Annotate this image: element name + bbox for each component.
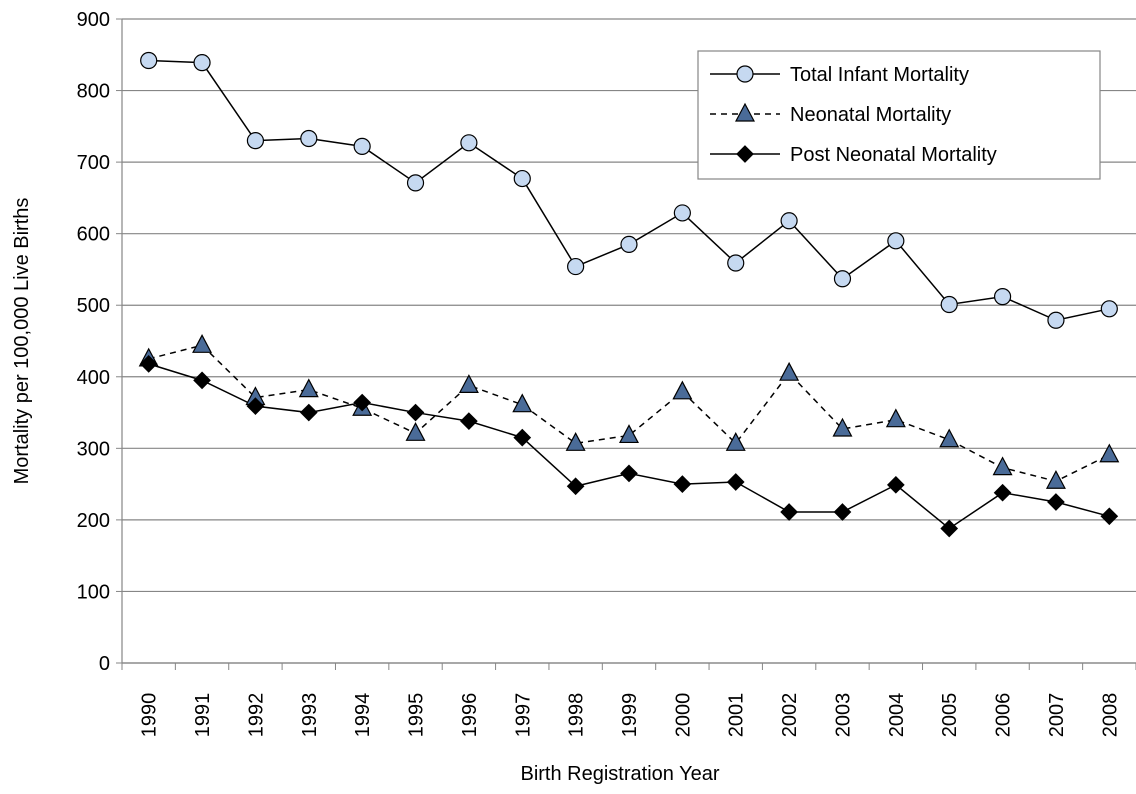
marker: [939, 428, 960, 448]
y-tick-label: 500: [77, 295, 110, 317]
marker: [1047, 493, 1065, 511]
marker: [673, 475, 692, 493]
marker: [406, 174, 425, 192]
y-tick-label: 400: [77, 367, 110, 389]
marker: [727, 254, 745, 272]
x-axis-title: Birth Registration Year: [520, 763, 719, 785]
x-tick-label: 2002: [779, 693, 801, 738]
marker: [405, 422, 426, 441]
legend-label: Total Infant Mortality: [790, 64, 969, 86]
marker: [406, 403, 425, 422]
marker: [940, 295, 958, 314]
y-tick-label: 800: [77, 81, 110, 103]
marker: [780, 503, 798, 521]
marker: [193, 371, 211, 390]
marker: [1047, 311, 1065, 329]
marker: [885, 408, 906, 428]
marker: [780, 212, 798, 230]
marker: [619, 424, 639, 444]
marker: [726, 473, 745, 491]
x-tick-label: 2004: [886, 693, 908, 738]
marker: [992, 456, 1013, 476]
marker: [736, 65, 754, 83]
x-tick-label: 2005: [939, 693, 961, 738]
legend-label: Post Neonatal Mortality: [790, 144, 997, 166]
marker: [140, 51, 158, 70]
x-tick-label: 1994: [352, 693, 374, 738]
marker: [725, 432, 746, 451]
x-tick-label: 1993: [299, 693, 321, 738]
y-tick-label: 200: [77, 510, 110, 532]
marker: [513, 169, 531, 188]
marker: [513, 428, 532, 447]
marker: [246, 132, 265, 150]
marker: [512, 393, 533, 413]
marker: [193, 54, 211, 72]
marker: [1100, 507, 1119, 526]
marker: [139, 355, 158, 373]
marker: [833, 503, 852, 521]
y-tick-label: 300: [77, 438, 110, 460]
marker: [779, 361, 800, 381]
x-tick-label: 1990: [139, 693, 161, 738]
marker: [1045, 469, 1066, 489]
x-tick-label: 2007: [1046, 693, 1068, 738]
legend-box: [697, 50, 1101, 180]
series-line: [148, 344, 1110, 483]
marker: [1100, 300, 1118, 318]
marker: [353, 393, 372, 412]
y-axis-title: Mortality per 100,000 Live Births: [11, 198, 33, 485]
y-tick-label: 900: [77, 9, 110, 31]
marker: [672, 380, 693, 400]
marker: [620, 464, 638, 483]
x-tick-label: 1992: [245, 693, 267, 738]
legend: Total Infant Mortality Neonatal Mortality…: [697, 50, 1101, 180]
marker: [736, 145, 754, 163]
y-tick-label: 100: [77, 581, 110, 603]
x-tick-label: 1995: [406, 693, 428, 738]
marker: [353, 137, 371, 155]
x-tick-label: 1999: [619, 693, 641, 738]
y-tick-label: 700: [77, 152, 110, 174]
marker: [832, 417, 853, 437]
x-tick-label: 1997: [512, 693, 534, 738]
marker: [1099, 443, 1120, 463]
marker: [300, 129, 318, 148]
x-tick-label: 2003: [832, 693, 854, 738]
legend-label: Neonatal Mortality: [790, 104, 951, 126]
marker: [940, 519, 959, 538]
series-line: [148, 363, 1110, 530]
x-tick-label: 2000: [672, 693, 694, 738]
marker: [567, 257, 585, 276]
x-tick-label: 1996: [459, 693, 481, 738]
marker: [246, 397, 265, 415]
marker: [735, 102, 755, 122]
x-tick-label: 2006: [993, 693, 1015, 738]
marker: [460, 134, 478, 152]
marker: [458, 374, 479, 393]
marker: [833, 270, 852, 288]
x-tick-label: 2001: [726, 693, 748, 738]
marker: [673, 204, 691, 222]
y-tick-label: 600: [77, 224, 110, 246]
marker: [993, 288, 1012, 306]
marker: [993, 483, 1012, 502]
marker: [298, 378, 319, 398]
marker: [299, 403, 318, 422]
x-tick-label: 1998: [566, 693, 588, 738]
y-tick-label: 0: [99, 653, 110, 675]
marker: [192, 334, 213, 353]
marker: [565, 432, 586, 451]
marker: [566, 477, 585, 496]
x-tick-label: 2008: [1099, 693, 1121, 738]
marker: [460, 412, 478, 430]
marker: [620, 235, 638, 253]
x-tick-label: 1991: [192, 693, 214, 738]
marker: [886, 475, 905, 494]
marker: [887, 232, 905, 250]
